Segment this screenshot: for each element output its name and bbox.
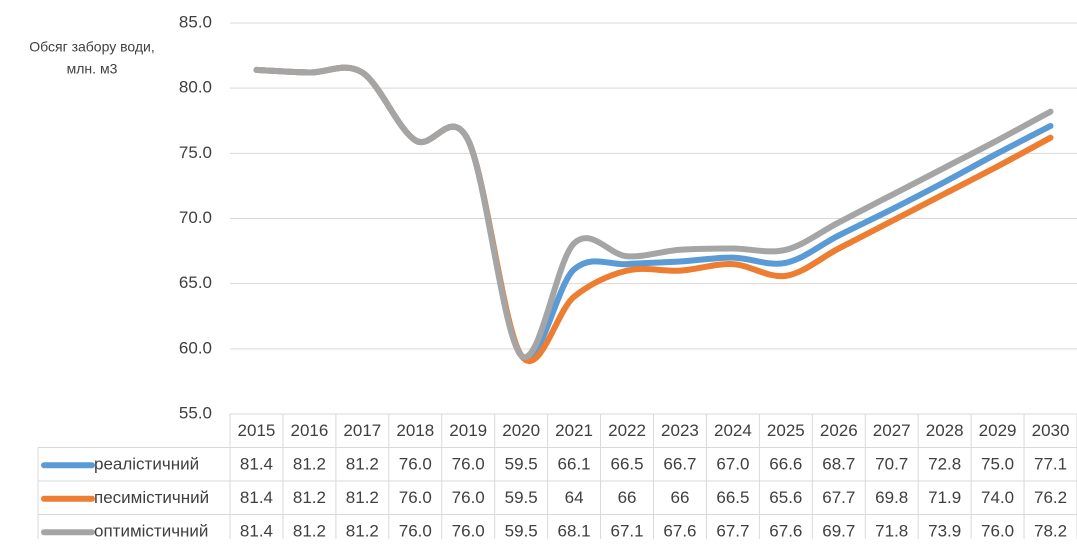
x-tick-label: 2027	[873, 421, 911, 440]
table-value: 67.7	[822, 488, 855, 507]
table-value: 81.2	[293, 455, 326, 474]
x-tick-label: 2024	[714, 421, 752, 440]
table-value: 76.2	[1034, 488, 1067, 507]
y-tick-label: 65.0	[179, 273, 212, 292]
table-value: 81.2	[346, 488, 379, 507]
table-value: 68.7	[822, 455, 855, 474]
table-value: 81.2	[293, 488, 326, 507]
legend-label: песимістичний	[94, 488, 209, 507]
table-value: 72.8	[928, 455, 961, 474]
table-value: 76.0	[452, 455, 485, 474]
series-line	[253, 64, 1054, 362]
table-value: 73.9	[928, 522, 961, 539]
table-value: 66	[618, 488, 637, 507]
table-value: 77.1	[1034, 455, 1067, 474]
table-value: 70.7	[875, 455, 908, 474]
x-tick-label: 2015	[238, 421, 276, 440]
table-value: 76.0	[452, 522, 485, 539]
x-tick-label: 2020	[502, 421, 540, 440]
x-tick-label: 2021	[555, 421, 593, 440]
table-value: 59.5	[505, 488, 538, 507]
y-tick-label: 85.0	[179, 12, 212, 31]
x-tick-label: 2022	[608, 421, 646, 440]
table-value: 81.2	[346, 455, 379, 474]
x-tick-label: 2026	[820, 421, 858, 440]
table-value: 67.6	[663, 522, 696, 539]
table-value: 76.0	[399, 455, 432, 474]
legend-label: реалістичний	[94, 455, 199, 474]
y-tick-label: 80.0	[179, 78, 212, 97]
x-tick-label: 2025	[767, 421, 805, 440]
y-tick-label: 55.0	[179, 403, 212, 422]
table-value: 59.5	[505, 455, 538, 474]
table-value: 81.2	[346, 522, 379, 539]
table-value: 66.7	[663, 455, 696, 474]
table-value: 75.0	[981, 455, 1014, 474]
legend-label: оптимістичний	[94, 522, 208, 539]
table-value: 68.1	[558, 522, 591, 539]
y-tick-label: 70.0	[179, 208, 212, 227]
table-value: 81.4	[240, 488, 273, 507]
table-value: 69.8	[875, 488, 908, 507]
x-tick-label: 2018	[396, 421, 434, 440]
table-value: 74.0	[981, 488, 1014, 507]
table-value: 81.4	[240, 522, 273, 539]
table-value: 66.5	[716, 488, 749, 507]
y-tick-label: 60.0	[179, 338, 212, 357]
table-value: 76.0	[452, 488, 485, 507]
table-value: 67.0	[716, 455, 749, 474]
x-tick-label: 2028	[926, 421, 964, 440]
table-value: 69.7	[822, 522, 855, 539]
table-value: 81.4	[240, 455, 273, 474]
series-line	[253, 64, 1054, 361]
table-value: 76.0	[399, 522, 432, 539]
y-axis-label: Обсяг забору води,	[29, 39, 155, 55]
table-value: 71.8	[875, 522, 908, 539]
table-value: 67.7	[716, 522, 749, 539]
x-tick-label: 2017	[343, 421, 381, 440]
x-tick-label: 2030	[1032, 421, 1070, 440]
y-tick-label: 75.0	[179, 143, 212, 162]
x-tick-label: 2016	[290, 421, 328, 440]
x-tick-label: 2023	[661, 421, 699, 440]
table-value: 66	[671, 488, 690, 507]
table-value: 81.2	[293, 522, 326, 539]
series-line	[253, 64, 1054, 365]
table-value: 65.6	[769, 488, 802, 507]
table-value: 76.0	[981, 522, 1014, 539]
table-value: 66.1	[558, 455, 591, 474]
table-value: 66.5	[610, 455, 643, 474]
table-value: 71.9	[928, 488, 961, 507]
y-axis-label: млн. м3	[67, 61, 118, 77]
table-value: 76.0	[399, 488, 432, 507]
table-value: 67.6	[769, 522, 802, 539]
table-value: 78.2	[1034, 522, 1067, 539]
x-tick-label: 2029	[979, 421, 1017, 440]
table-value: 59.5	[505, 522, 538, 539]
table-value: 67.1	[610, 522, 643, 539]
table-value: 66.6	[769, 455, 802, 474]
table-value: 64	[565, 488, 584, 507]
x-tick-label: 2019	[449, 421, 487, 440]
